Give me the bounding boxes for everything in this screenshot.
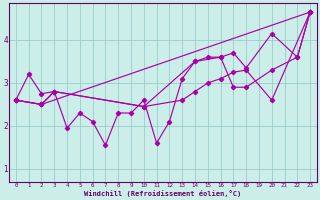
X-axis label: Windchill (Refroidissement éolien,°C): Windchill (Refroidissement éolien,°C) [84,190,242,197]
